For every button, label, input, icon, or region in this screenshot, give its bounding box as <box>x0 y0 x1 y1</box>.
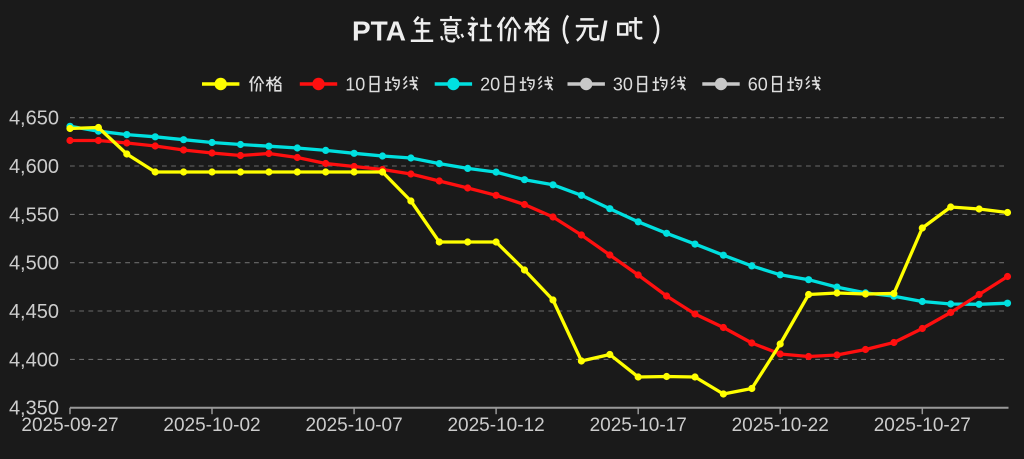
svg-text:2025-10-22: 2025-10-22 <box>732 415 829 436</box>
svg-text:2025-09-27: 2025-09-27 <box>21 415 118 436</box>
svg-text:2025-10-12: 2025-10-12 <box>447 415 544 436</box>
svg-text:4,400: 4,400 <box>9 349 59 371</box>
svg-text:2025-10-02: 2025-10-02 <box>163 415 260 436</box>
svg-text:2025-10-27: 2025-10-27 <box>874 415 971 436</box>
svg-text:4,500: 4,500 <box>9 253 59 275</box>
svg-text:2025-10-17: 2025-10-17 <box>590 415 687 436</box>
svg-text:PTA: PTA <box>352 16 406 47</box>
svg-text:/: / <box>600 16 608 47</box>
svg-text:2025-10-07: 2025-10-07 <box>305 415 402 436</box>
svg-text:4,350: 4,350 <box>9 398 59 420</box>
svg-text:4,650: 4,650 <box>9 108 59 130</box>
svg-text:4,450: 4,450 <box>9 301 59 323</box>
svg-text:60: 60 <box>748 75 768 95</box>
svg-text:4,550: 4,550 <box>9 204 59 226</box>
svg-text:4,600: 4,600 <box>9 156 59 178</box>
svg-text:30: 30 <box>613 75 633 95</box>
svg-text:20: 20 <box>480 75 500 95</box>
svg-text:10: 10 <box>345 75 365 95</box>
